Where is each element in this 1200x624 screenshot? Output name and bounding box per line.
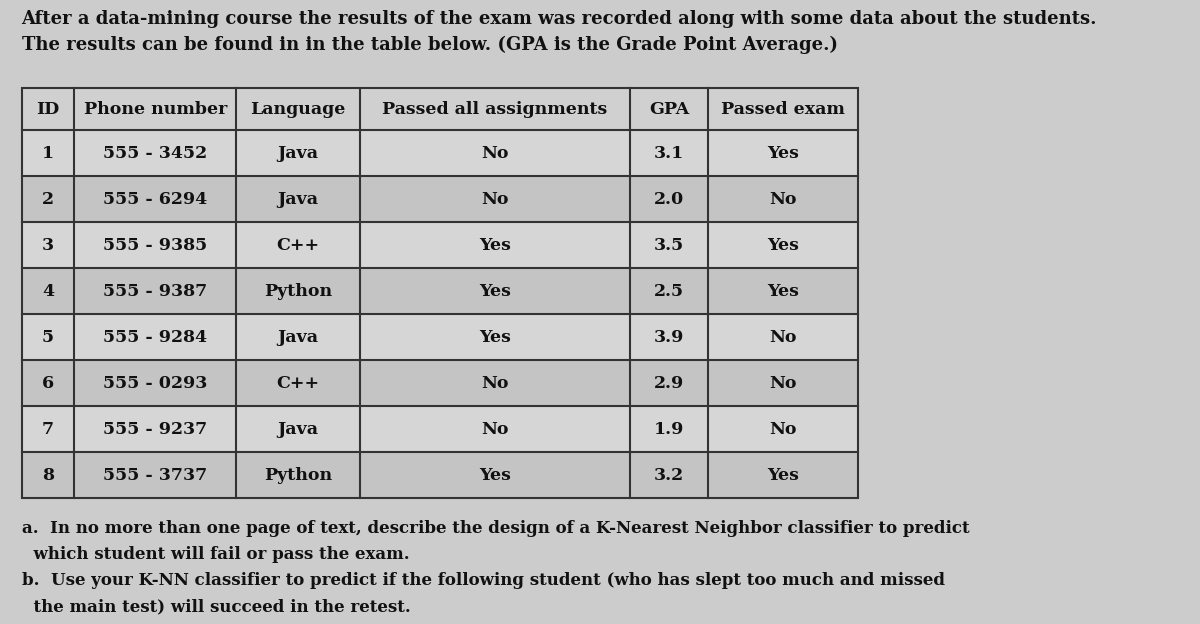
Text: Yes: Yes xyxy=(479,283,511,300)
Text: Python: Python xyxy=(264,283,332,300)
Text: Yes: Yes xyxy=(767,236,799,253)
Bar xyxy=(22,88,858,130)
Text: 6: 6 xyxy=(42,374,54,391)
Text: 1: 1 xyxy=(42,145,54,162)
Text: the main test) will succeed in the retest.: the main test) will succeed in the retes… xyxy=(22,598,410,615)
Text: No: No xyxy=(481,145,509,162)
Bar xyxy=(22,222,858,268)
Text: 4: 4 xyxy=(42,283,54,300)
Text: 3.5: 3.5 xyxy=(654,236,684,253)
Text: 555 - 3452: 555 - 3452 xyxy=(103,145,208,162)
Text: Phone number: Phone number xyxy=(84,100,227,117)
Text: Yes: Yes xyxy=(767,467,799,484)
Text: b.  Use your K-NN classifier to predict if the following student (who has slept : b. Use your K-NN classifier to predict i… xyxy=(22,572,944,589)
Text: 555 - 9385: 555 - 9385 xyxy=(103,236,208,253)
Text: No: No xyxy=(769,374,797,391)
Text: Python: Python xyxy=(264,467,332,484)
Text: No: No xyxy=(481,374,509,391)
Text: Passed exam: Passed exam xyxy=(721,100,845,117)
Text: 555 - 9387: 555 - 9387 xyxy=(103,283,208,300)
Text: Java: Java xyxy=(277,190,319,208)
Text: 555 - 0293: 555 - 0293 xyxy=(103,374,208,391)
Text: Yes: Yes xyxy=(479,467,511,484)
Text: Yes: Yes xyxy=(767,283,799,300)
Text: 2.9: 2.9 xyxy=(654,374,684,391)
Text: No: No xyxy=(481,190,509,208)
Text: Passed all assignments: Passed all assignments xyxy=(383,100,607,117)
Text: 3.1: 3.1 xyxy=(654,145,684,162)
Text: 555 - 9284: 555 - 9284 xyxy=(103,328,208,346)
Text: 7: 7 xyxy=(42,421,54,437)
Bar xyxy=(22,314,858,360)
Text: 555 - 6294: 555 - 6294 xyxy=(103,190,208,208)
Text: Java: Java xyxy=(277,145,319,162)
Text: 3.9: 3.9 xyxy=(654,328,684,346)
Text: After a data-mining course the results of the exam was recorded along with some : After a data-mining course the results o… xyxy=(22,10,1097,28)
Text: 3.2: 3.2 xyxy=(654,467,684,484)
Text: C++: C++ xyxy=(277,374,319,391)
Text: No: No xyxy=(769,328,797,346)
Text: a.  In no more than one page of text, describe the design of a K-Nearest Neighbo: a. In no more than one page of text, des… xyxy=(22,520,970,537)
Text: ID: ID xyxy=(36,100,60,117)
Text: The results can be found in in the table below. (GPA is the Grade Point Average.: The results can be found in in the table… xyxy=(22,36,838,54)
Text: Yes: Yes xyxy=(479,236,511,253)
Bar xyxy=(22,452,858,498)
Text: Java: Java xyxy=(277,328,319,346)
Text: GPA: GPA xyxy=(649,100,689,117)
Text: Java: Java xyxy=(277,421,319,437)
Bar xyxy=(22,406,858,452)
Text: 2.5: 2.5 xyxy=(654,283,684,300)
Text: Yes: Yes xyxy=(479,328,511,346)
Text: 3: 3 xyxy=(42,236,54,253)
Text: 555 - 3737: 555 - 3737 xyxy=(103,467,208,484)
Text: 1.9: 1.9 xyxy=(654,421,684,437)
Text: Language: Language xyxy=(251,100,346,117)
Bar xyxy=(22,268,858,314)
Text: 8: 8 xyxy=(42,467,54,484)
Text: No: No xyxy=(769,190,797,208)
Bar xyxy=(22,130,858,176)
Bar xyxy=(22,88,858,498)
Text: which student will fail or pass the exam.: which student will fail or pass the exam… xyxy=(22,546,409,563)
Text: 555 - 9237: 555 - 9237 xyxy=(103,421,208,437)
Bar xyxy=(22,176,858,222)
Text: C++: C++ xyxy=(277,236,319,253)
Bar xyxy=(22,360,858,406)
Text: No: No xyxy=(769,421,797,437)
Text: Yes: Yes xyxy=(767,145,799,162)
Text: No: No xyxy=(481,421,509,437)
Text: 2: 2 xyxy=(42,190,54,208)
Text: 2.0: 2.0 xyxy=(654,190,684,208)
Text: 5: 5 xyxy=(42,328,54,346)
